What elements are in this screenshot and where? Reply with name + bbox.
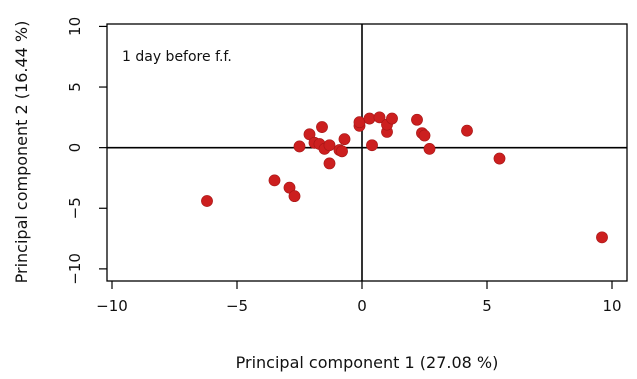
y-tick-label: 5 xyxy=(66,82,84,92)
chart-annotation: 1 day before f.f. xyxy=(122,49,232,65)
plot-frame xyxy=(106,23,628,282)
y-tick-label: 0 xyxy=(66,143,84,153)
data-point xyxy=(323,157,336,170)
data-point xyxy=(293,140,306,153)
x-tick-label: 0 xyxy=(357,297,367,315)
data-point xyxy=(316,121,328,133)
data-point xyxy=(336,145,348,158)
data-point xyxy=(423,142,436,155)
data-point xyxy=(411,113,423,126)
y-tick-label: 10 xyxy=(66,17,84,36)
data-point xyxy=(288,190,301,203)
data-point xyxy=(418,129,431,142)
x-tick-label: 10 xyxy=(602,297,621,315)
x-tick-label: −10 xyxy=(96,297,128,315)
data-point xyxy=(386,112,398,125)
data-point xyxy=(338,133,351,146)
x-tick-label: 5 xyxy=(482,297,492,315)
data-point xyxy=(461,124,473,137)
y-axis-title: Principal component 2 (16.44 %) xyxy=(12,21,31,284)
data-point xyxy=(268,174,281,187)
data-point xyxy=(493,152,506,165)
y-tick-label: −5 xyxy=(66,197,84,219)
data-point xyxy=(201,195,213,207)
data-points xyxy=(201,111,608,244)
data-point xyxy=(373,111,386,124)
data-point xyxy=(596,231,608,244)
y-axis: −10 −5 0 5 10 xyxy=(66,17,107,285)
x-tick-label: −5 xyxy=(226,297,248,315)
data-point xyxy=(323,139,336,152)
data-point xyxy=(363,112,376,125)
data-point xyxy=(353,116,366,129)
x-axis-title: Principal component 1 (27.08 %) xyxy=(236,353,499,372)
y-tick-label: −10 xyxy=(66,253,84,285)
x-axis: −10 −5 0 5 10 xyxy=(96,281,622,315)
data-point xyxy=(366,139,378,152)
